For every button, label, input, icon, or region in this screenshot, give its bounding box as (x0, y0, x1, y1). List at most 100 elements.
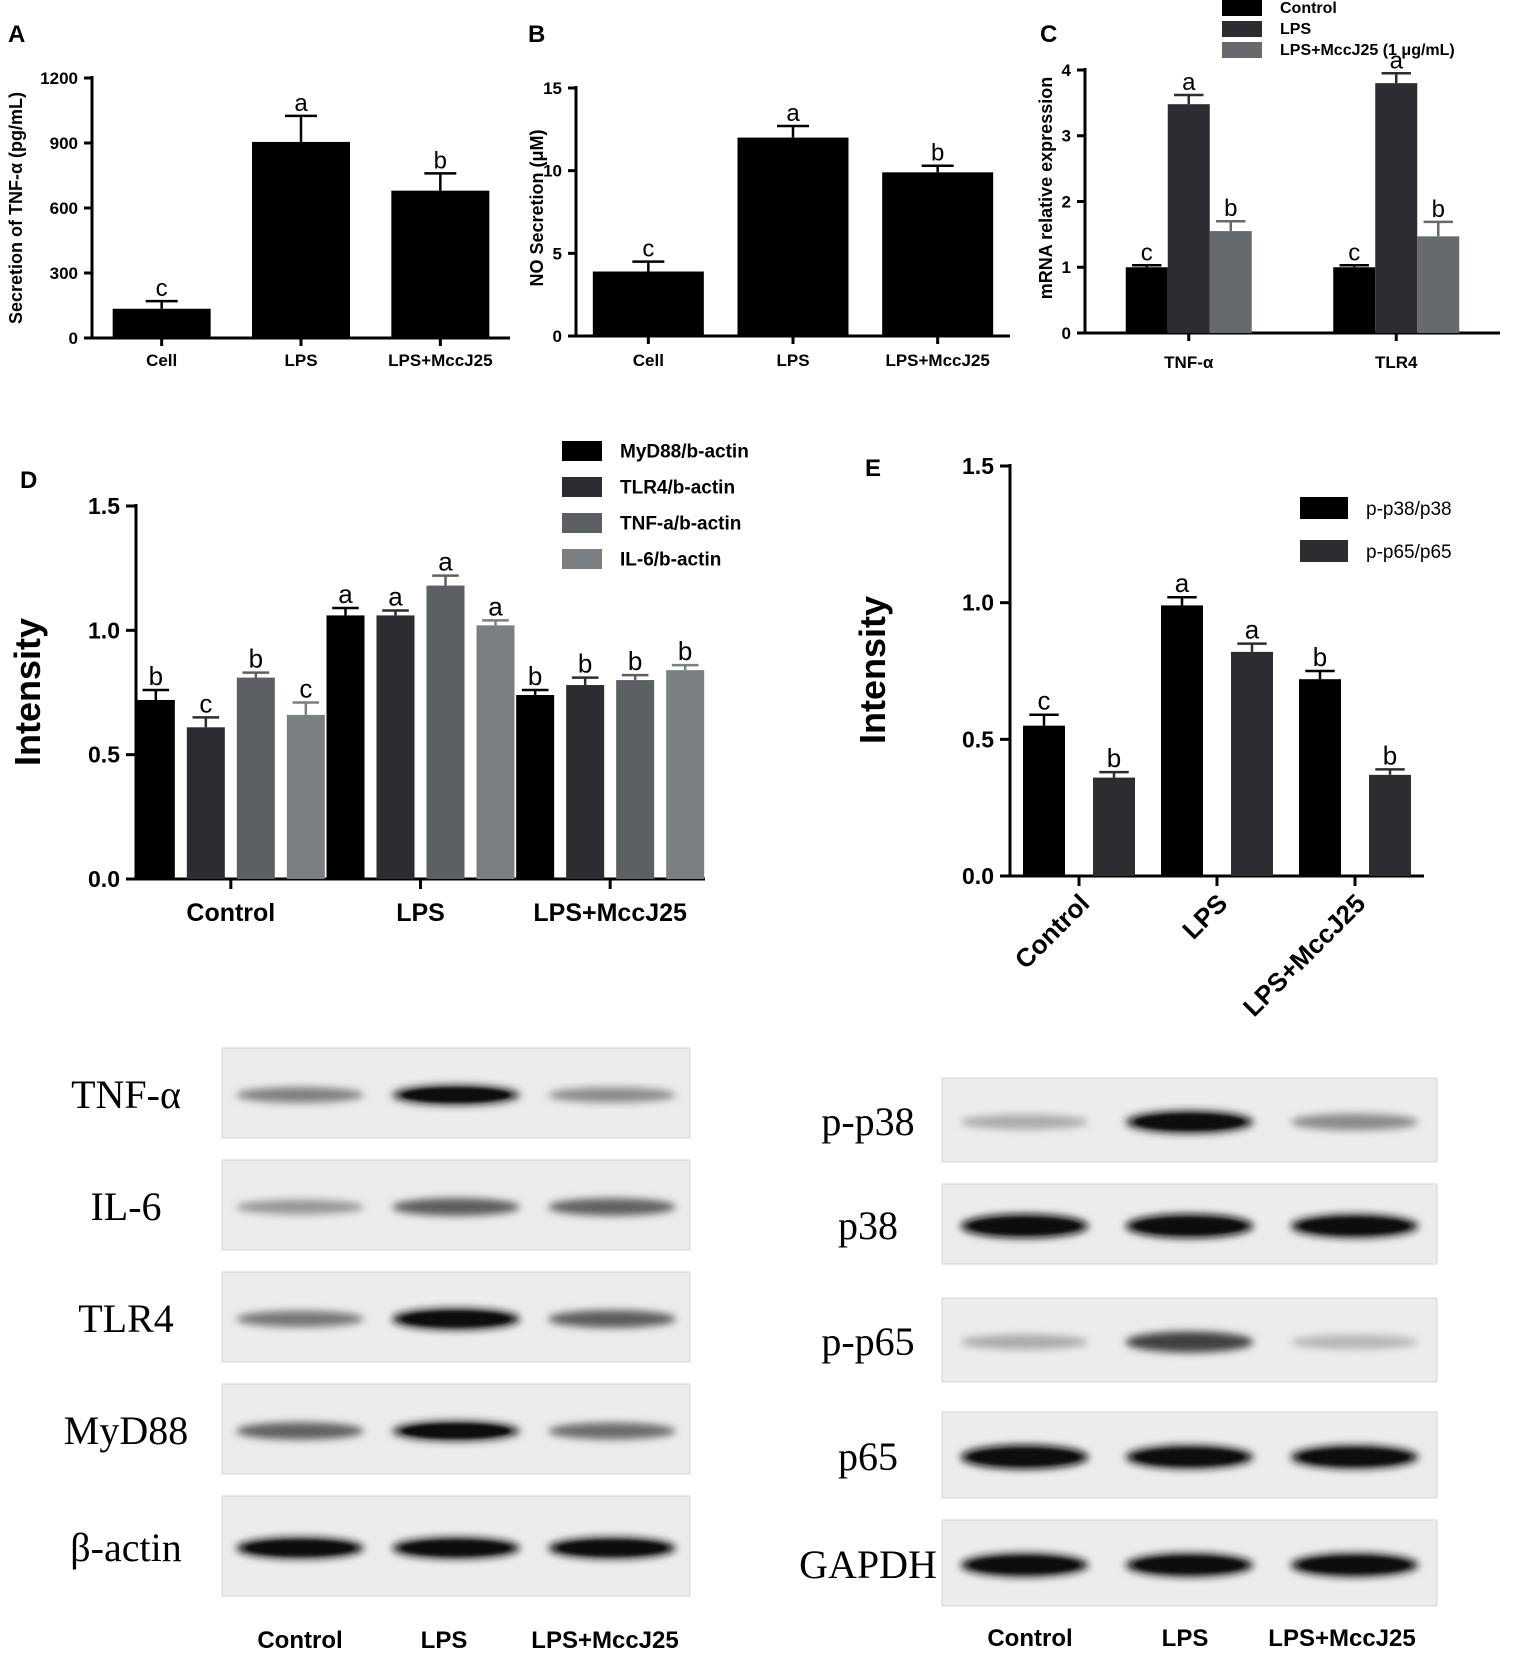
significance-letter: a (338, 579, 353, 609)
legend-label: p-p38/p38 (1366, 499, 1452, 520)
significance-letter: a (1182, 69, 1196, 96)
blot-row-label: MyD88 (64, 1408, 188, 1453)
significance-letter: b (528, 661, 542, 691)
bar (1333, 267, 1376, 333)
bar (1161, 605, 1203, 876)
blot-band-core (246, 1541, 354, 1555)
significance-letter: b (434, 147, 447, 174)
bar (882, 172, 994, 336)
bar (186, 727, 225, 879)
x-tick-label: Control (186, 899, 275, 927)
blot-row-label: β-actin (70, 1525, 181, 1570)
bar (1375, 83, 1418, 334)
western-blot-d: TNF-α IL-6 TLR4 MyD88 β-actin Control LPS LPS+M… (64, 1047, 691, 1654)
significance-letter: b (678, 636, 692, 666)
y-axis-label: Intensity (852, 596, 893, 744)
significance-letter: a (488, 591, 503, 621)
blot-band-core (1300, 1218, 1409, 1234)
blot-lane-label: LPS+MccJ25 (531, 1627, 678, 1654)
x-tick-label: TNF-α (1164, 353, 1214, 372)
y-tick-label: 1200 (40, 69, 78, 88)
blot-band-core (402, 1088, 510, 1102)
x-tick-label: LPS (1176, 888, 1233, 945)
y-tick-label: 1 (1062, 258, 1071, 277)
blot-band-core (558, 1541, 666, 1555)
bar (391, 190, 490, 338)
bar (1417, 236, 1460, 333)
y-tick-label: 0.0 (962, 863, 994, 889)
y-axis-label: mRNA relative expression (1036, 77, 1056, 299)
blot-row-label: TNF-α (71, 1072, 181, 1117)
legend-swatch (562, 513, 602, 533)
blot-lane-label: LPS (421, 1627, 468, 1654)
bar (1231, 651, 1273, 876)
blot-band-core (1135, 1557, 1244, 1573)
blot-band (960, 1114, 1089, 1130)
bar (476, 625, 515, 879)
chart-e: 0.0 0.5 1.0 1.5 Intensity Control c b LPS a a LPS+M… (852, 453, 1452, 1022)
significance-letter: a (438, 547, 453, 577)
y-axis-label: NO Secretion (μM) (527, 129, 547, 286)
bar (286, 714, 325, 879)
y-tick-label: 600 (50, 199, 78, 218)
x-tick-label: TLR4 (1375, 353, 1418, 372)
panel-label-c: C (1040, 21, 1057, 48)
significance-letter: c (1141, 239, 1153, 266)
bar (112, 308, 211, 338)
panel-label-e: E (865, 455, 881, 482)
significance-letter: a (1175, 568, 1190, 598)
significance-letter: b (1432, 196, 1445, 223)
significance-letter: c (1348, 239, 1360, 266)
legend-swatch (562, 549, 602, 569)
y-tick-label: 10 (543, 162, 562, 181)
y-axis-label: Secretion of TNF-α (pg/mL) (6, 92, 26, 324)
blot-band-core (402, 1424, 510, 1438)
blot-row-label: p-p65 (821, 1319, 914, 1364)
bar (1209, 231, 1252, 333)
legend-label: LPS+MccJ25 (1 μg/mL) (1280, 42, 1455, 59)
chart-a: 0 300 600 900 1200 Secretion of TNF-α (pg/mL)… (6, 69, 510, 370)
significance-letter: b (1313, 642, 1327, 672)
blot-band-core (1300, 1449, 1409, 1465)
blot-band (960, 1334, 1089, 1350)
significance-letter: b (578, 649, 592, 679)
significance-letter: b (1383, 740, 1397, 770)
legend-swatch (1300, 497, 1348, 519)
bar (1023, 725, 1065, 876)
significance-letter: a (388, 581, 403, 611)
blot-lane-label: Control (987, 1625, 1072, 1652)
blot-row-label: GAPDH (799, 1542, 937, 1587)
blot-band (548, 1422, 676, 1440)
bar (566, 685, 605, 879)
y-tick-label: 0.0 (88, 866, 120, 892)
y-tick-label: 4 (1062, 61, 1072, 80)
significance-letter: c (156, 275, 168, 302)
significance-letter: c (299, 673, 312, 703)
significance-letter: b (1107, 743, 1121, 773)
blot-row-label: TLR4 (78, 1296, 174, 1341)
legend-swatch (562, 477, 602, 497)
blot-band (236, 1310, 364, 1328)
blot-band-core (1135, 1114, 1244, 1130)
bar (1369, 774, 1411, 876)
x-tick-label: Cell (146, 351, 177, 370)
y-tick-label: 300 (50, 264, 78, 283)
blot-row-label: p65 (838, 1434, 898, 1479)
significance-letter: b (628, 646, 642, 676)
blot-band-core (1300, 1557, 1409, 1573)
blot-band (1290, 1334, 1419, 1350)
x-tick-label: LPS+MccJ25 (1237, 888, 1371, 1022)
y-axis-label: Intensity (7, 618, 48, 766)
legend-swatch (1222, 21, 1262, 37)
significance-letter: b (149, 661, 163, 691)
bar (1167, 104, 1210, 333)
x-tick-label: Cell (633, 351, 664, 370)
legend-label: Control (1280, 0, 1337, 17)
bar (516, 694, 555, 879)
panel-label-d: D (20, 467, 37, 494)
significance-letter: a (786, 100, 800, 127)
western-blot-e: p-p38 p38 p-p65 p65 GAPDH Control LPS LPS+MccJ2… (799, 1077, 1438, 1652)
y-tick-label: 1.0 (962, 590, 994, 616)
blot-band-core (402, 1541, 510, 1555)
